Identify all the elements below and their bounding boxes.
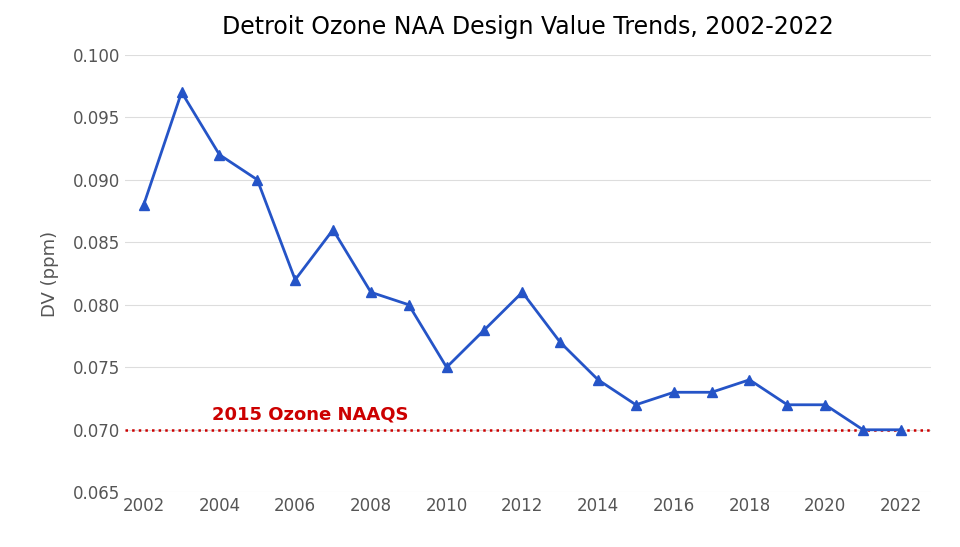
Text: 2015 Ozone NAAQS: 2015 Ozone NAAQS bbox=[212, 405, 408, 423]
Title: Detroit Ozone NAA Design Value Trends, 2002-2022: Detroit Ozone NAA Design Value Trends, 2… bbox=[222, 15, 834, 39]
Y-axis label: DV (ppm): DV (ppm) bbox=[40, 230, 59, 317]
